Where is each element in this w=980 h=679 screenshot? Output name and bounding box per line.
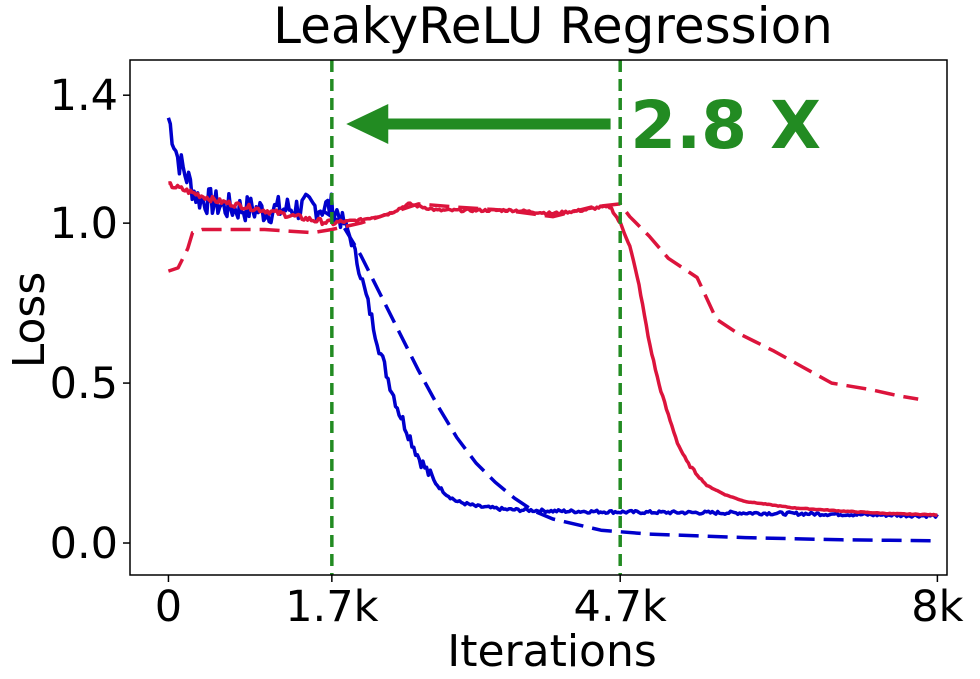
annotation-layer: 2.8 X (346, 87, 821, 164)
x-tick-label-4: 8k (911, 582, 963, 632)
y-tick-label-3: 1.0 (50, 199, 118, 249)
x-tick-label-1: 0 (155, 582, 182, 632)
series-line-4 (167, 202, 919, 401)
series-line-3 (168, 181, 938, 517)
y-tick-label-1: 0.0 (50, 519, 118, 569)
x-axis-label: Iterations (447, 626, 657, 677)
series-line-1 (166, 117, 939, 519)
speedup-annotation: 2.8 X (630, 87, 821, 164)
series-line-2 (321, 208, 938, 543)
vline-layer (330, 60, 622, 575)
chart-title: LeakyReLU Regression (273, 0, 833, 55)
y-tick-label-4: 1.4 (50, 71, 118, 121)
x-tick-label-2: 1.7k (285, 582, 378, 632)
annotation-arrow-head (346, 103, 389, 144)
y-axis-ticks: 0.0 0.5 1.0 1.4 (50, 71, 130, 569)
x-tick-label-3: 4.7k (574, 582, 667, 632)
y-tick-label-2: 0.5 (50, 359, 118, 409)
series-layer (166, 117, 939, 543)
y-axis-label: Loss (4, 272, 55, 369)
x-axis-ticks: 0 1.7k 4.7k 8k (155, 575, 964, 632)
plot-frame (129, 59, 948, 576)
